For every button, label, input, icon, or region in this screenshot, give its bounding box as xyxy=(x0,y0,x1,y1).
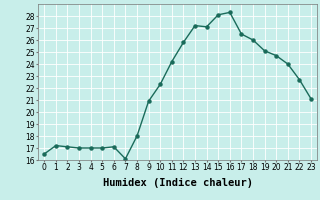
X-axis label: Humidex (Indice chaleur): Humidex (Indice chaleur) xyxy=(103,178,252,188)
